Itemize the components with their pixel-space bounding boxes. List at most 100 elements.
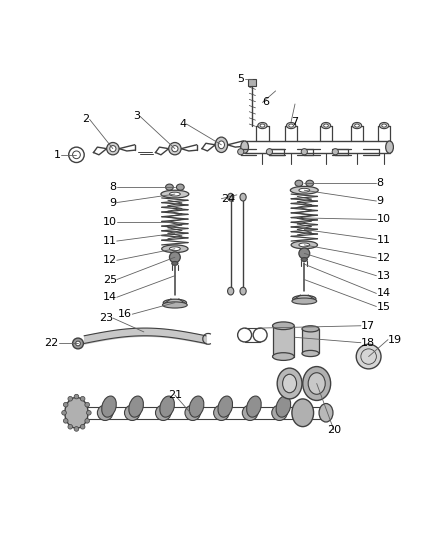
- Ellipse shape: [272, 353, 294, 360]
- Ellipse shape: [319, 403, 333, 422]
- Text: 5: 5: [238, 75, 245, 84]
- Ellipse shape: [155, 405, 171, 421]
- Ellipse shape: [228, 193, 234, 201]
- Ellipse shape: [172, 262, 178, 265]
- Circle shape: [64, 402, 68, 407]
- Bar: [248, 79, 256, 85]
- Circle shape: [62, 410, 67, 415]
- Ellipse shape: [272, 322, 294, 329]
- Ellipse shape: [160, 396, 174, 417]
- Ellipse shape: [291, 241, 318, 249]
- Ellipse shape: [215, 137, 228, 152]
- Text: 9: 9: [110, 198, 117, 207]
- Text: 7: 7: [291, 117, 298, 127]
- Ellipse shape: [299, 243, 310, 247]
- Ellipse shape: [218, 396, 233, 417]
- Circle shape: [218, 142, 224, 148]
- Ellipse shape: [302, 326, 319, 332]
- Ellipse shape: [247, 396, 261, 417]
- Ellipse shape: [277, 368, 302, 399]
- Ellipse shape: [258, 123, 267, 128]
- Circle shape: [80, 424, 85, 429]
- Ellipse shape: [276, 396, 291, 417]
- Text: 12: 12: [376, 253, 391, 263]
- Ellipse shape: [170, 247, 180, 251]
- Ellipse shape: [242, 405, 258, 421]
- Ellipse shape: [129, 396, 143, 417]
- Text: 12: 12: [102, 255, 117, 265]
- Circle shape: [266, 149, 272, 155]
- Ellipse shape: [166, 184, 173, 190]
- Circle shape: [74, 426, 79, 431]
- Ellipse shape: [185, 405, 201, 421]
- Text: 8: 8: [376, 179, 384, 188]
- Ellipse shape: [162, 302, 187, 308]
- Ellipse shape: [386, 141, 393, 154]
- Circle shape: [85, 402, 89, 407]
- Text: 10: 10: [376, 214, 390, 224]
- Ellipse shape: [170, 192, 180, 196]
- Ellipse shape: [162, 245, 188, 253]
- Circle shape: [301, 149, 307, 155]
- Circle shape: [85, 418, 89, 423]
- Text: 11: 11: [376, 235, 390, 245]
- Text: 10: 10: [103, 217, 117, 227]
- Text: 24: 24: [221, 193, 236, 204]
- Circle shape: [64, 418, 68, 423]
- Circle shape: [107, 142, 119, 155]
- Text: 11: 11: [103, 236, 117, 246]
- Text: 20: 20: [327, 425, 341, 435]
- Circle shape: [172, 146, 178, 152]
- Ellipse shape: [303, 367, 331, 400]
- Text: 14: 14: [102, 292, 117, 302]
- Text: 17: 17: [361, 321, 375, 331]
- Text: 1: 1: [54, 150, 61, 160]
- Circle shape: [110, 146, 116, 152]
- Text: 23: 23: [99, 313, 113, 323]
- Ellipse shape: [124, 405, 140, 421]
- Text: 15: 15: [376, 302, 390, 311]
- Ellipse shape: [301, 257, 307, 262]
- Ellipse shape: [102, 396, 117, 417]
- Text: 3: 3: [133, 111, 140, 122]
- Ellipse shape: [286, 123, 296, 128]
- Ellipse shape: [379, 123, 389, 128]
- Circle shape: [76, 341, 80, 346]
- Ellipse shape: [292, 298, 317, 304]
- Ellipse shape: [189, 396, 204, 417]
- Circle shape: [73, 338, 83, 349]
- Ellipse shape: [218, 141, 224, 149]
- Ellipse shape: [355, 124, 359, 127]
- Ellipse shape: [241, 141, 248, 154]
- Circle shape: [356, 344, 381, 369]
- Ellipse shape: [214, 405, 229, 421]
- Ellipse shape: [240, 287, 246, 295]
- Ellipse shape: [295, 180, 303, 187]
- Ellipse shape: [170, 252, 180, 263]
- Ellipse shape: [161, 190, 189, 198]
- Text: 22: 22: [44, 338, 59, 349]
- Text: 8: 8: [110, 182, 117, 192]
- Text: 13: 13: [376, 271, 390, 281]
- Ellipse shape: [260, 124, 265, 127]
- Text: 2: 2: [82, 115, 90, 124]
- Text: 9: 9: [376, 196, 384, 206]
- Circle shape: [215, 139, 228, 151]
- Circle shape: [80, 397, 85, 401]
- Circle shape: [169, 142, 181, 155]
- Text: 21: 21: [168, 390, 182, 400]
- Text: 18: 18: [361, 338, 375, 348]
- Ellipse shape: [97, 405, 113, 421]
- Ellipse shape: [382, 124, 386, 127]
- Text: 16: 16: [118, 309, 132, 319]
- Text: 25: 25: [102, 274, 117, 285]
- Ellipse shape: [352, 123, 362, 128]
- Circle shape: [74, 394, 79, 399]
- Ellipse shape: [293, 295, 316, 302]
- Ellipse shape: [290, 187, 318, 194]
- Ellipse shape: [292, 399, 314, 426]
- Bar: [272, 326, 294, 357]
- Ellipse shape: [299, 188, 310, 192]
- Ellipse shape: [163, 299, 187, 306]
- Ellipse shape: [65, 398, 88, 428]
